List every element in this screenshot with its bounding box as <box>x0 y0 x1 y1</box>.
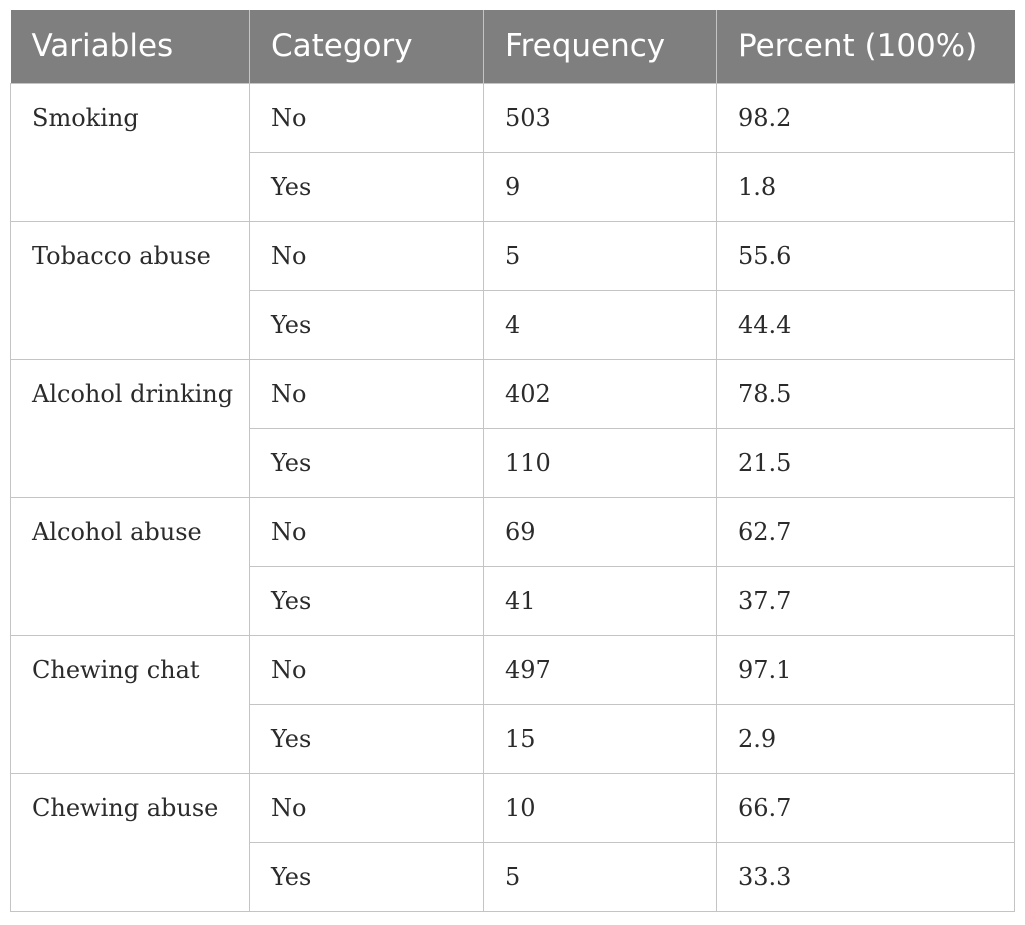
category-cell: No <box>249 496 484 567</box>
header-row: Variables Category Frequency Percent (10… <box>10 10 1015 83</box>
variable-cell: Smoking <box>10 82 250 222</box>
category-cell: No <box>249 772 484 843</box>
percent-cell: 1.8 <box>716 151 1015 222</box>
table-row: Yes 5 33.3 <box>11 841 1015 912</box>
frequency-cell: 15 <box>483 703 717 774</box>
frequency-cell: 69 <box>483 496 717 567</box>
percent-cell: 2.9 <box>716 703 1015 774</box>
table-row: Yes 9 1.8 <box>11 151 1015 222</box>
percent-cell: 55.6 <box>716 220 1015 291</box>
category-cell: Yes <box>249 565 484 636</box>
frequency-cell: 10 <box>483 772 717 843</box>
table-row: Smoking No 503 98.2 <box>10 82 1015 222</box>
percent-cell: 33.3 <box>716 841 1015 912</box>
variable-cell: Alcohol abuse <box>10 496 250 636</box>
percent-cell: 21.5 <box>716 427 1015 498</box>
category-cell: Yes <box>249 841 484 912</box>
table-row: Yes 41 37.7 <box>11 565 1015 636</box>
category-cell: No <box>249 634 484 705</box>
header-variables: Variables <box>10 10 250 83</box>
category-cell: Yes <box>249 427 484 498</box>
percent-cell: 97.1 <box>716 634 1015 705</box>
variable-cell: Chewing abuse <box>10 772 250 912</box>
header-frequency: Frequency <box>483 10 717 83</box>
category-cell: Yes <box>249 289 484 360</box>
percent-cell: 37.7 <box>716 565 1015 636</box>
percent-cell: 78.5 <box>716 358 1015 429</box>
category-cell: No <box>249 220 484 291</box>
table-row: Alcohol abuse No 69 62.7 <box>10 496 1015 636</box>
table-body: Smoking No 503 98.2 Yes 9 1.8 Tobacco ab… <box>10 82 1015 912</box>
frequency-cell: 5 <box>483 220 717 291</box>
table-row: Yes 15 2.9 <box>11 703 1015 774</box>
frequency-cell: 402 <box>483 358 717 429</box>
frequency-cell: 41 <box>483 565 717 636</box>
table-row: Yes 110 21.5 <box>11 427 1015 498</box>
table-row: Alcohol drinking No 402 78.5 <box>10 358 1015 498</box>
header-percent: Percent (100%) <box>716 10 1015 83</box>
frequency-cell: 503 <box>483 82 717 153</box>
variable-cell: Chewing chat <box>10 634 250 774</box>
table-row: Yes 4 44.4 <box>11 289 1015 360</box>
category-cell: Yes <box>249 703 484 774</box>
header-category: Category <box>249 10 484 83</box>
table-row: Chewing abuse No 10 66.7 <box>10 772 1015 912</box>
category-cell: No <box>249 82 484 153</box>
frequency-cell: 5 <box>483 841 717 912</box>
frequency-cell: 9 <box>483 151 717 222</box>
variable-cell: Alcohol drinking <box>10 358 250 498</box>
table-row: Chewing chat No 497 97.1 <box>10 634 1015 774</box>
percent-cell: 98.2 <box>716 82 1015 153</box>
percent-cell: 66.7 <box>716 772 1015 843</box>
percent-cell: 62.7 <box>716 496 1015 567</box>
table-header: Variables Category Frequency Percent (10… <box>10 10 1015 83</box>
variable-cell: Tobacco abuse <box>10 220 250 360</box>
data-table: Variables Category Frequency Percent (10… <box>10 10 1015 912</box>
category-cell: No <box>249 358 484 429</box>
frequency-cell: 497 <box>483 634 717 705</box>
frequency-cell: 110 <box>483 427 717 498</box>
table-row: Tobacco abuse No 5 55.6 <box>10 220 1015 360</box>
category-cell: Yes <box>249 151 484 222</box>
frequency-cell: 4 <box>483 289 717 360</box>
percent-cell: 44.4 <box>716 289 1015 360</box>
